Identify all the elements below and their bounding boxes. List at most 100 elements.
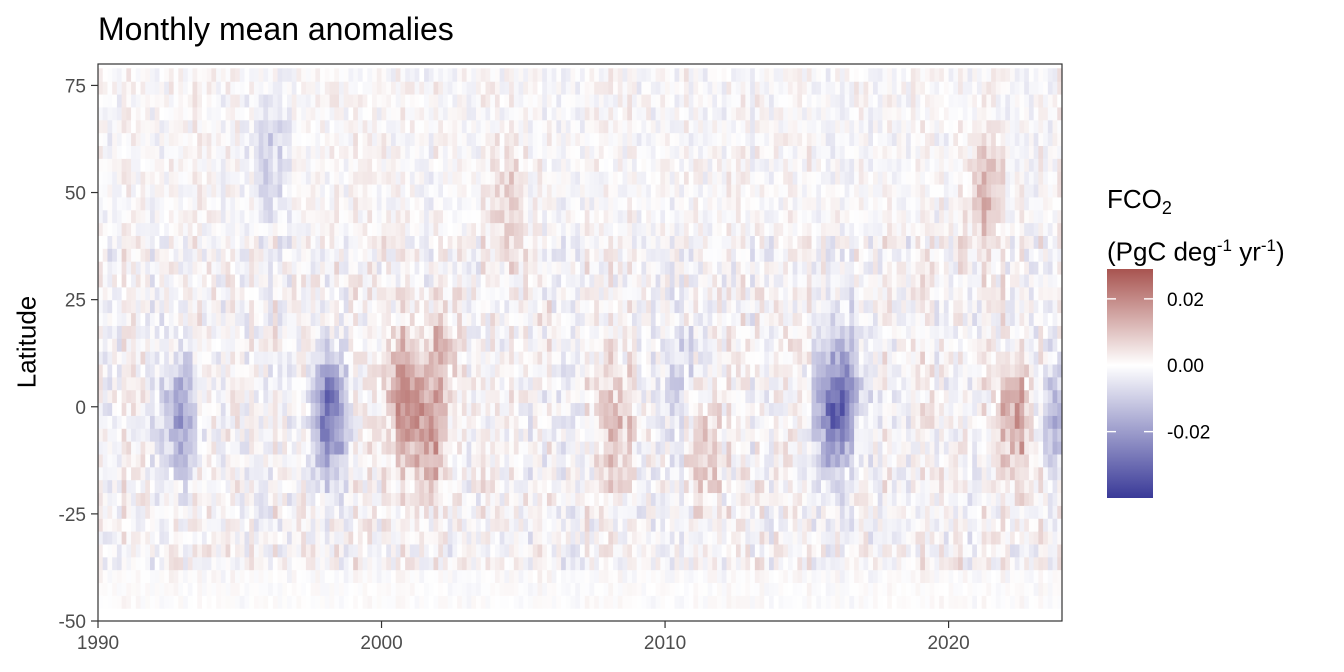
heatmap-cell xyxy=(442,492,449,506)
heatmap-cell xyxy=(457,531,463,545)
heatmap-cell xyxy=(140,479,146,494)
heatmap-cell xyxy=(149,441,156,455)
heatmap-cell xyxy=(490,119,496,134)
heatmap-cell xyxy=(580,158,586,172)
heatmap-cell xyxy=(376,235,383,249)
heatmap-cell xyxy=(589,402,595,416)
heatmap-cell xyxy=(268,119,274,134)
heatmap-cell xyxy=(343,441,350,455)
heatmap-cell xyxy=(424,351,430,365)
heatmap-cell xyxy=(565,93,572,108)
heatmap-cell xyxy=(253,531,260,545)
heatmap-cell xyxy=(390,106,397,121)
heatmap-cell xyxy=(466,518,472,532)
heatmap-cell xyxy=(414,312,420,326)
heatmap-cell xyxy=(452,595,458,609)
heatmap-cell xyxy=(135,273,142,288)
heatmap-cell xyxy=(452,106,458,121)
heatmap-cell xyxy=(528,479,534,494)
heatmap-cell xyxy=(154,196,161,211)
heatmap-cell xyxy=(343,158,350,172)
heatmap-cell xyxy=(329,81,335,95)
heatmap-cell xyxy=(220,531,227,545)
heatmap-cell xyxy=(452,119,458,134)
heatmap-cell xyxy=(183,132,189,146)
heatmap-cell xyxy=(476,466,482,481)
heatmap-cell xyxy=(594,466,600,481)
heatmap-cell xyxy=(216,531,222,545)
heatmap-cell xyxy=(551,145,557,159)
heatmap-cell xyxy=(126,93,132,108)
heatmap-cell xyxy=(499,312,505,326)
heatmap-cell xyxy=(485,106,491,121)
heatmap-cell xyxy=(565,582,572,596)
heatmap-cell xyxy=(301,132,307,146)
heatmap-cell xyxy=(239,351,246,365)
heatmap-cell xyxy=(617,453,624,468)
heatmap-cell xyxy=(282,582,288,596)
heatmap-cell xyxy=(598,286,605,301)
heatmap-cell xyxy=(561,556,567,571)
heatmap-cell xyxy=(145,518,151,532)
heatmap-cell xyxy=(164,171,170,185)
heatmap-cell xyxy=(362,106,368,121)
heatmap-cell xyxy=(504,389,510,404)
heatmap-cell xyxy=(409,376,416,391)
heatmap-cell xyxy=(457,171,463,185)
heatmap-cell xyxy=(291,376,298,391)
heatmap-cell xyxy=(504,351,510,365)
heatmap-cell xyxy=(211,453,217,468)
heatmap-cell xyxy=(494,415,501,429)
heatmap-cell xyxy=(164,299,170,314)
heatmap-cell xyxy=(310,338,316,352)
heatmap-cell xyxy=(381,286,387,301)
heatmap-cell xyxy=(400,492,406,506)
heatmap-cell xyxy=(296,466,302,481)
heatmap-cell xyxy=(339,556,345,571)
heatmap-cell xyxy=(556,582,562,596)
heatmap-cell xyxy=(301,222,307,236)
heatmap-cell xyxy=(537,556,543,571)
heatmap-cell xyxy=(140,93,146,108)
heatmap-cell xyxy=(154,441,161,455)
heatmap-cell xyxy=(324,492,331,506)
heatmap-cell xyxy=(164,389,170,404)
heatmap-cell xyxy=(381,402,387,416)
heatmap-cell xyxy=(551,415,557,429)
heatmap-cell xyxy=(372,209,378,224)
heatmap-cell xyxy=(447,81,454,95)
heatmap-cell xyxy=(102,453,109,468)
heatmap-cell xyxy=(655,132,661,146)
heatmap-cell xyxy=(249,466,255,481)
heatmap-cell xyxy=(353,402,359,416)
heatmap-cell xyxy=(499,415,505,429)
heatmap-cell xyxy=(310,158,316,172)
heatmap-cell xyxy=(140,351,146,365)
heatmap-cell xyxy=(126,338,132,352)
heatmap-cell xyxy=(442,543,449,558)
heatmap-cell xyxy=(249,158,255,172)
heatmap-cell xyxy=(518,145,524,159)
heatmap-cell xyxy=(339,235,345,249)
heatmap-cell xyxy=(608,402,614,416)
heatmap-cell xyxy=(608,106,614,121)
heatmap-cell xyxy=(390,196,397,211)
heatmap-cell xyxy=(556,171,562,185)
heatmap-cell xyxy=(282,363,288,378)
heatmap-cell xyxy=(419,389,425,404)
heatmap-cell xyxy=(613,325,619,339)
heatmap-cell xyxy=(598,441,605,455)
heatmap-cell xyxy=(542,222,548,236)
heatmap-cell xyxy=(631,518,638,532)
heatmap-cell xyxy=(339,132,345,146)
heatmap-cell xyxy=(631,209,638,224)
heatmap-cell xyxy=(655,582,661,596)
heatmap-cell xyxy=(149,171,156,185)
heatmap-cell xyxy=(466,338,472,352)
heatmap-cell xyxy=(532,286,539,301)
heatmap-cell xyxy=(523,145,529,159)
heatmap-cell xyxy=(494,171,501,185)
heatmap-cell xyxy=(546,543,553,558)
heatmap-cell xyxy=(390,479,397,494)
heatmap-cell xyxy=(551,235,557,249)
